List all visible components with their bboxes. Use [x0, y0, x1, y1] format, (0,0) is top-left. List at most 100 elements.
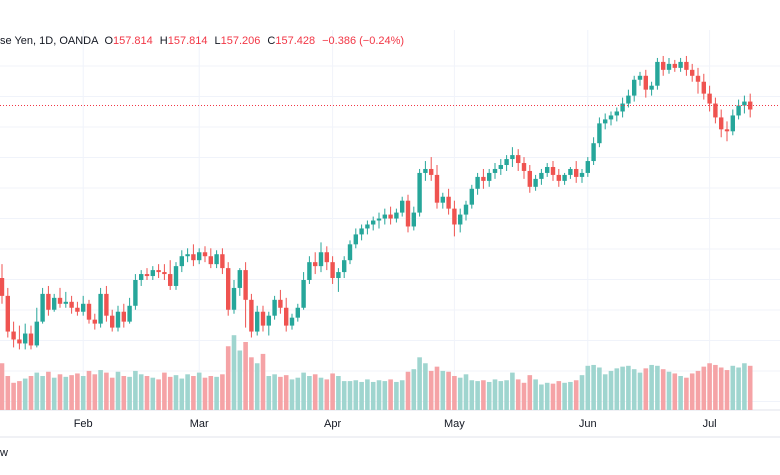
volume-bar: [127, 376, 132, 410]
candle: [139, 270, 144, 286]
volume-bar: [150, 377, 156, 410]
candle-body: [481, 176, 486, 181]
candle-body: [226, 268, 231, 310]
volume-bar: [295, 377, 301, 410]
candle-body: [307, 262, 312, 281]
volume-bar: [736, 367, 741, 410]
candle-body: [539, 172, 544, 179]
volume-bar: [515, 379, 521, 410]
candle: [359, 224, 364, 241]
footer-text: w: [0, 447, 8, 459]
candle-body: [724, 129, 730, 132]
volume-bar: [133, 370, 138, 410]
candle: [562, 172, 567, 185]
candle: [469, 184, 474, 209]
candle-body: [632, 79, 637, 96]
candle-body: [34, 321, 39, 346]
volume-bar: [75, 373, 80, 410]
x-tick-label: Feb: [74, 418, 93, 430]
candle: [539, 168, 544, 185]
candle: [185, 248, 190, 263]
change-value: −0.386 (−0.24%): [322, 35, 405, 47]
candle: [695, 67, 701, 94]
volume-bar: [672, 373, 678, 410]
volume-bar: [231, 335, 237, 410]
candle: [5, 287, 10, 338]
candle: [713, 97, 718, 124]
candle: [527, 165, 532, 193]
candle: [243, 262, 248, 328]
volume-bar: [57, 374, 63, 410]
candle: [197, 248, 202, 265]
candle: [260, 305, 266, 332]
volume-bar: [568, 381, 573, 410]
candle: [127, 297, 132, 324]
candle-body: [162, 272, 167, 275]
candle-body: [98, 293, 103, 324]
candle: [666, 57, 672, 74]
volume-bar: [260, 353, 266, 410]
volume-bar: [40, 376, 45, 410]
candle-body: [342, 260, 347, 273]
volume-bar: [510, 372, 515, 410]
candle-body: [678, 61, 683, 68]
candle: [313, 252, 318, 275]
volume-bars: [0, 335, 753, 410]
volume-bar: [98, 370, 103, 410]
candle: [214, 250, 219, 269]
volume-bar: [63, 376, 69, 410]
candle-body: [684, 61, 689, 70]
candle-body: [400, 200, 405, 213]
candle-body: [562, 174, 567, 181]
candle: [307, 256, 312, 284]
volume-bar: [626, 365, 631, 410]
candle: [550, 161, 556, 181]
candle: [168, 260, 173, 290]
volume-bar: [388, 379, 393, 410]
close-label: C: [267, 35, 276, 47]
volume-bar: [11, 382, 16, 410]
candle-body: [278, 299, 283, 308]
candle: [597, 117, 602, 148]
candle: [649, 81, 654, 96]
candle: [353, 228, 358, 249]
candle-body: [289, 317, 295, 326]
candle-body: [86, 303, 92, 320]
candle: [365, 220, 370, 235]
candle: [701, 73, 706, 100]
volume-bar: [104, 372, 109, 410]
candle-body: [545, 166, 550, 173]
candle: [434, 165, 440, 209]
candle-body: [57, 297, 63, 304]
candle-body: [0, 278, 5, 296]
candle-body: [5, 295, 10, 332]
volume-bar: [562, 382, 567, 410]
candle: [69, 295, 74, 314]
volume-bar: [301, 372, 306, 410]
volume-bar: [283, 375, 289, 410]
candle: [237, 268, 242, 296]
candle: [179, 250, 184, 273]
volume-bar: [394, 381, 399, 410]
candle-body: [272, 299, 277, 316]
volume-bar: [718, 367, 724, 410]
volume-bar: [272, 374, 277, 410]
candle-body: [266, 315, 271, 326]
candle-body: [17, 339, 22, 344]
volume-bar: [428, 370, 434, 410]
candle-body: [139, 274, 144, 281]
candle: [487, 168, 492, 187]
candle: [405, 194, 411, 233]
candle: [301, 272, 306, 310]
candle-body: [585, 161, 590, 173]
candle-body: [144, 274, 150, 277]
volume-bar: [492, 379, 498, 410]
volume-bar: [237, 350, 243, 410]
volume-bar: [504, 380, 509, 410]
candle: [684, 55, 689, 76]
volume-bar: [707, 363, 712, 410]
candle-body: [556, 174, 561, 181]
volume-bar: [289, 379, 295, 410]
